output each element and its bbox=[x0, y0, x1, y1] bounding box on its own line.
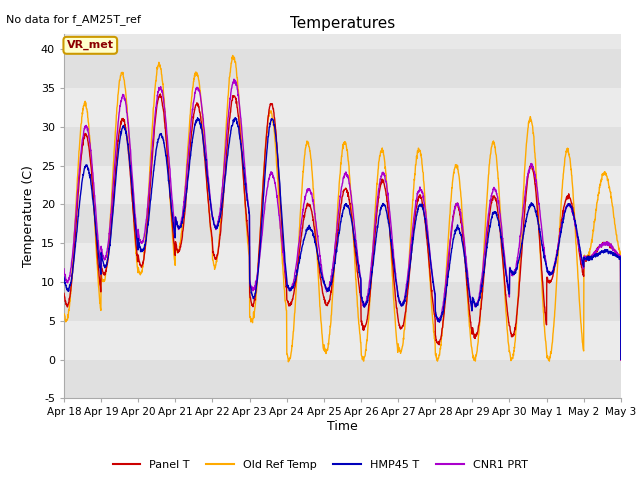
HMP45 T bbox=[617, 357, 625, 362]
HMP45 T bbox=[232, 115, 239, 120]
CNR1 PRT bbox=[617, 357, 625, 363]
CNR1 PRT bbox=[584, 255, 591, 261]
HMP45 T bbox=[584, 256, 591, 262]
Panel T bbox=[216, 237, 223, 243]
Old Ref Temp bbox=[60, 311, 68, 317]
HMP45 T bbox=[371, 247, 379, 252]
Panel T bbox=[157, 91, 164, 97]
Old Ref Temp bbox=[285, 359, 292, 365]
HMP45 T bbox=[216, 218, 223, 224]
Bar bbox=[64, 204, 621, 243]
Line: HMP45 T: HMP45 T bbox=[64, 118, 621, 360]
HMP45 T bbox=[60, 274, 68, 280]
Panel T bbox=[371, 234, 379, 240]
Bar bbox=[64, 88, 621, 127]
Bar bbox=[64, 360, 621, 398]
CNR1 PRT bbox=[216, 214, 223, 219]
HMP45 T bbox=[359, 300, 367, 305]
Panel T bbox=[60, 290, 68, 296]
CNR1 PRT bbox=[359, 298, 367, 304]
Panel T bbox=[359, 323, 367, 328]
CNR1 PRT bbox=[230, 76, 238, 82]
Panel T bbox=[504, 316, 512, 322]
HMP45 T bbox=[568, 205, 575, 211]
X-axis label: Time: Time bbox=[327, 420, 358, 433]
Bar bbox=[64, 282, 621, 321]
CNR1 PRT bbox=[371, 223, 379, 229]
Old Ref Temp bbox=[359, 354, 367, 360]
Old Ref Temp bbox=[617, 357, 625, 363]
Old Ref Temp bbox=[229, 53, 237, 59]
HMP45 T bbox=[504, 288, 512, 293]
Legend: Panel T, Old Ref Temp, HMP45 T, CNR1 PRT: Panel T, Old Ref Temp, HMP45 T, CNR1 PRT bbox=[108, 456, 532, 474]
Text: No data for f_AM25T_ref: No data for f_AM25T_ref bbox=[6, 14, 141, 25]
Old Ref Temp bbox=[568, 178, 576, 183]
Bar bbox=[64, 127, 621, 166]
Old Ref Temp bbox=[371, 210, 379, 216]
CNR1 PRT bbox=[568, 206, 575, 212]
Line: Old Ref Temp: Old Ref Temp bbox=[64, 56, 621, 362]
Old Ref Temp bbox=[584, 254, 591, 260]
Y-axis label: Temperature (C): Temperature (C) bbox=[22, 165, 35, 267]
Bar bbox=[64, 321, 621, 360]
Panel T bbox=[584, 256, 591, 262]
Bar bbox=[64, 243, 621, 282]
Bar bbox=[64, 166, 621, 204]
Line: CNR1 PRT: CNR1 PRT bbox=[64, 79, 621, 360]
Old Ref Temp bbox=[505, 342, 513, 348]
Bar bbox=[64, 49, 621, 88]
Text: VR_met: VR_met bbox=[67, 40, 114, 50]
Title: Temperatures: Temperatures bbox=[290, 16, 395, 31]
Panel T bbox=[568, 200, 575, 206]
CNR1 PRT bbox=[504, 287, 512, 293]
CNR1 PRT bbox=[60, 266, 68, 272]
Line: Panel T: Panel T bbox=[64, 94, 621, 359]
Panel T bbox=[617, 356, 625, 362]
Old Ref Temp bbox=[216, 234, 223, 240]
